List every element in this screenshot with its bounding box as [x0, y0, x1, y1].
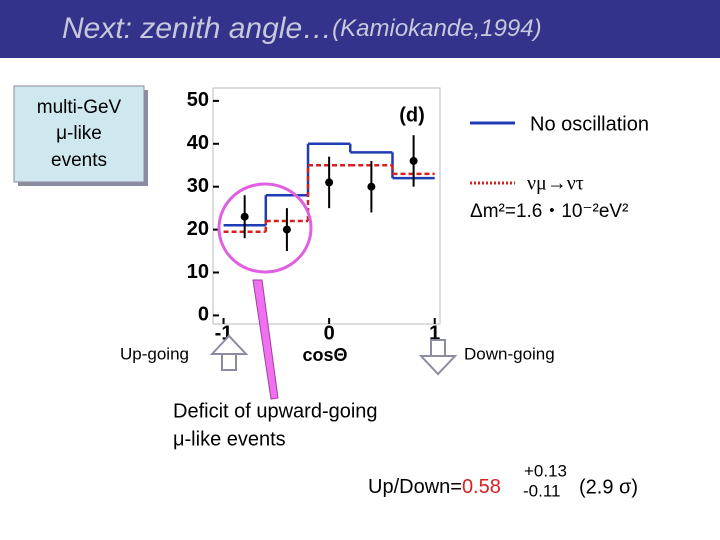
slide-title: Next: zenith angle…(Kamiokande,1994) — [62, 12, 542, 45]
deficit-line: μ-like events — [173, 428, 286, 450]
ratio-sigma: (2.9 σ) — [579, 476, 638, 498]
ratio-label: Up/Down= — [368, 476, 462, 498]
y-tick-label: 20 — [187, 218, 209, 240]
y-tick-label: 40 — [187, 132, 209, 154]
ratio-value: 0.58 — [462, 476, 501, 498]
title-bar — [0, 0, 720, 58]
title-sub: (Kamiokande,1994) — [332, 15, 541, 42]
legend-note: Δm²=1.6・10⁻²eV² — [470, 201, 628, 222]
ratio-plus: +0.13 — [524, 461, 567, 480]
highlight-circle — [217, 182, 313, 274]
data-point — [325, 178, 334, 187]
panel-label: (d) — [399, 104, 425, 126]
data-point — [240, 212, 249, 221]
title-main: Next: zenith angle… — [62, 12, 332, 45]
ratio: Up/Down=0.58 — [368, 476, 501, 498]
down-label: Down-going — [464, 344, 555, 363]
y-tick-label: 0 — [198, 304, 209, 326]
legend-label: No oscillation — [530, 113, 649, 135]
legend-label: νμ→ντ — [527, 173, 584, 195]
textbox-line: multi-GeV — [37, 97, 122, 118]
data-point — [409, 156, 418, 165]
textbox-line: μ-like — [56, 123, 102, 144]
up-label: Up-going — [120, 344, 189, 363]
textbox-line: events — [51, 150, 107, 171]
data-point — [282, 225, 291, 234]
down-arrow-body — [418, 339, 458, 376]
x-tick-label: 0 — [324, 322, 335, 344]
ratio-minus: -0.11 — [523, 481, 561, 500]
pointer-arrow — [252, 279, 279, 400]
y-tick-label: 50 — [187, 89, 209, 111]
x-axis-label: cosΘ — [302, 345, 347, 365]
textbox — [13, 85, 145, 183]
y-tick-label: 10 — [187, 261, 209, 283]
data-point — [367, 182, 376, 191]
up-arrow-body — [209, 334, 249, 371]
x-tick-label: 1 — [429, 322, 440, 344]
deficit-line: Deficit of upward-going — [173, 400, 378, 422]
y-tick-label: 30 — [187, 175, 209, 197]
plot-frame — [212, 87, 441, 325]
